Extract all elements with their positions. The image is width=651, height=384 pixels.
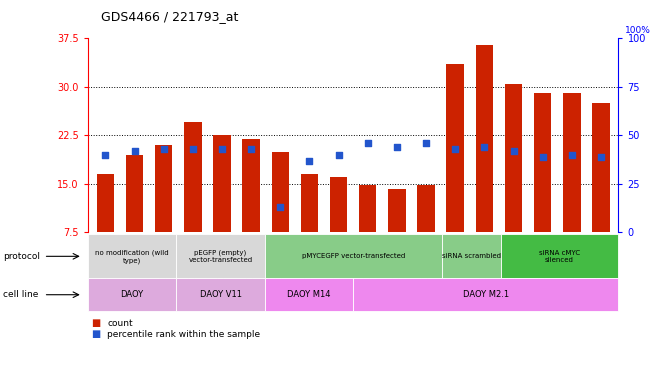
Bar (126, 155, 143, 232)
Point (246, 146, 256, 152)
Point (217, 146, 227, 152)
Point (363, 140, 373, 146)
Text: DAOY M2.1: DAOY M2.1 (463, 290, 509, 299)
Point (479, 144, 490, 150)
Point (392, 144, 402, 150)
Bar (447, 64, 464, 232)
Bar (214, 136, 230, 232)
Bar (301, 174, 318, 232)
Bar (505, 84, 522, 232)
Point (275, 204, 286, 210)
Text: ■: ■ (91, 318, 100, 328)
Bar (359, 185, 376, 232)
Bar (155, 145, 173, 232)
Text: count: count (107, 319, 133, 328)
Text: siRNA scrambled: siRNA scrambled (441, 253, 501, 259)
Text: pMYCEGFP vector-transfected: pMYCEGFP vector-transfected (301, 253, 405, 259)
Point (596, 154, 606, 160)
Bar (388, 189, 406, 232)
Point (130, 148, 140, 154)
Text: no modification (wild
type): no modification (wild type) (95, 249, 169, 263)
Point (100, 152, 111, 158)
Bar (330, 177, 348, 232)
Point (421, 140, 431, 146)
Point (450, 146, 460, 152)
Text: protocol: protocol (3, 252, 40, 261)
Text: siRNA cMYC
silenced: siRNA cMYC silenced (539, 250, 580, 263)
Bar (271, 152, 289, 232)
Point (538, 154, 548, 160)
Text: percentile rank within the sample: percentile rank within the sample (107, 329, 260, 339)
Bar (563, 93, 581, 232)
Text: DAOY V11: DAOY V11 (199, 290, 242, 299)
Bar (96, 174, 114, 232)
Text: pEGFP (empty)
vector-transfected: pEGFP (empty) vector-transfected (188, 249, 253, 263)
Bar (476, 45, 493, 232)
Point (304, 157, 314, 164)
Text: DAOY M14: DAOY M14 (287, 290, 331, 299)
Text: GDS4466 / 221793_at: GDS4466 / 221793_at (101, 10, 238, 23)
Text: ■: ■ (91, 329, 100, 339)
Bar (184, 122, 202, 232)
Point (333, 152, 344, 158)
Text: cell line: cell line (3, 290, 38, 299)
Point (187, 146, 198, 152)
Text: DAOY: DAOY (120, 290, 144, 299)
Bar (592, 103, 610, 232)
Bar (242, 139, 260, 232)
Bar (534, 93, 551, 232)
Point (566, 152, 577, 158)
Point (508, 148, 519, 154)
Text: 100%: 100% (625, 26, 651, 35)
Point (158, 146, 169, 152)
Bar (417, 185, 435, 232)
